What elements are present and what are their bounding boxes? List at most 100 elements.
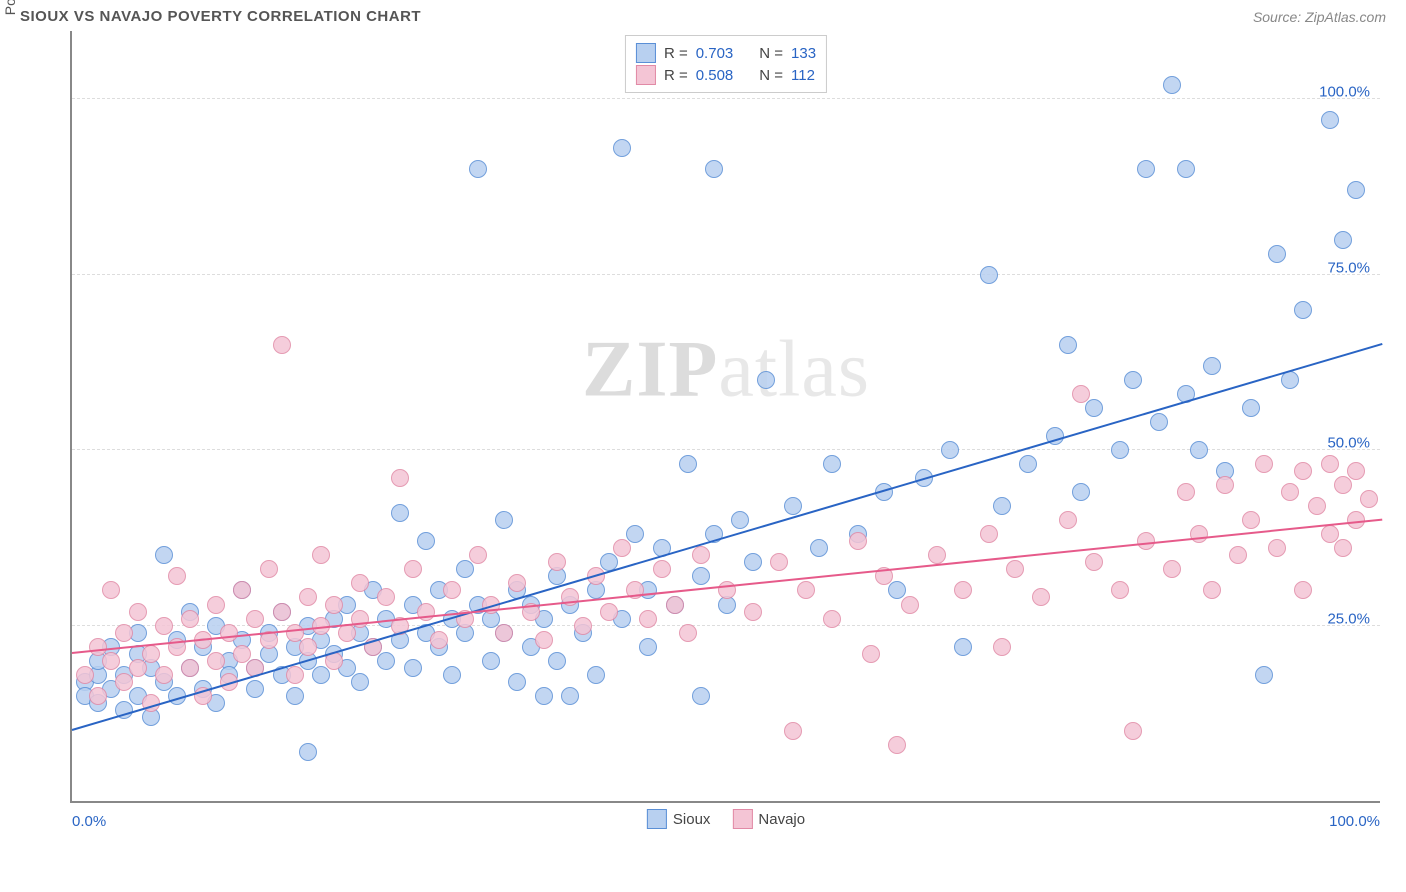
scatter-point [417,532,435,550]
scatter-point [1308,497,1326,515]
scatter-point [954,581,972,599]
scatter-point [1085,399,1103,417]
scatter-point [207,596,225,614]
stat-legend-row: R =0.703N =133 [636,42,816,64]
scatter-point [862,645,880,663]
n-value: 112 [791,67,815,84]
scatter-point [246,610,264,628]
scatter-point [1281,483,1299,501]
scatter-point [1072,483,1090,501]
scatter-point [1347,181,1365,199]
scatter-point [679,624,697,642]
series-legend-label: Navajo [758,811,805,828]
scatter-point [1294,462,1312,480]
scatter-point [548,652,566,670]
scatter-point [770,553,788,571]
scatter-point [1255,455,1273,473]
trend-line [72,518,1382,653]
scatter-point [613,139,631,157]
scatter-point [692,687,710,705]
r-label: R = [664,67,688,84]
legend-swatch [647,809,667,829]
scatter-point [757,371,775,389]
scatter-point [181,659,199,677]
scatter-point [115,673,133,691]
scatter-point [1229,546,1247,564]
scatter-point [1203,357,1221,375]
scatter-point [286,666,304,684]
gridline [72,98,1380,99]
scatter-plot-area: ZIPatlas R =0.703N =133R =0.508N =112 Si… [70,31,1380,803]
legend-swatch [636,65,656,85]
scatter-point [692,546,710,564]
y-tick-label: 100.0% [1319,84,1370,101]
scatter-point [115,624,133,642]
scatter-point [1347,462,1365,480]
scatter-point [220,624,238,642]
scatter-point [1124,371,1142,389]
scatter-point [823,455,841,473]
legend-swatch [732,809,752,829]
scatter-point [129,603,147,621]
scatter-point [351,574,369,592]
scatter-point [561,687,579,705]
scatter-point [1334,231,1352,249]
scatter-point [901,596,919,614]
scatter-point [626,525,644,543]
scatter-point [1059,511,1077,529]
scatter-point [1177,160,1195,178]
scatter-point [299,638,317,656]
scatter-point [1177,483,1195,501]
scatter-point [928,546,946,564]
scatter-point [1072,385,1090,403]
scatter-point [508,673,526,691]
scatter-point [391,469,409,487]
scatter-point [705,160,723,178]
scatter-point [1150,413,1168,431]
scatter-point [980,266,998,284]
scatter-point [1321,111,1339,129]
scatter-point [1111,441,1129,459]
series-legend: Sioux Navajo [647,809,805,829]
scatter-point [286,687,304,705]
scatter-point [404,560,422,578]
scatter-point [260,560,278,578]
scatter-point [155,546,173,564]
y-tick-label: 75.0% [1327,259,1370,276]
scatter-point [325,596,343,614]
scatter-point [207,652,225,670]
scatter-point [535,631,553,649]
scatter-point [1321,455,1339,473]
chart-header: SIOUX VS NAVAJO POVERTY CORRELATION CHAR… [0,0,1406,31]
scatter-point [142,645,160,663]
x-tick-label: 100.0% [1329,813,1380,830]
scatter-point [273,603,291,621]
scatter-point [993,497,1011,515]
scatter-point [1255,666,1273,684]
scatter-point [1360,490,1378,508]
scatter-point [391,504,409,522]
scatter-point [941,441,959,459]
series-legend-label: Sioux [673,811,711,828]
scatter-point [377,652,395,670]
scatter-point [181,610,199,628]
x-tick-label: 0.0% [72,813,106,830]
scatter-point [273,336,291,354]
scatter-point [312,546,330,564]
scatter-point [1242,511,1260,529]
r-value: 0.508 [696,67,734,84]
scatter-point [102,581,120,599]
scatter-point [797,581,815,599]
scatter-point [1190,441,1208,459]
scatter-point [456,560,474,578]
scatter-point [1111,581,1129,599]
scatter-point [613,539,631,557]
scatter-point [692,567,710,585]
scatter-point [1216,476,1234,494]
scatter-point [89,687,107,705]
scatter-point [980,525,998,543]
scatter-point [246,680,264,698]
scatter-point [888,736,906,754]
scatter-point [430,631,448,649]
scatter-point [1163,560,1181,578]
